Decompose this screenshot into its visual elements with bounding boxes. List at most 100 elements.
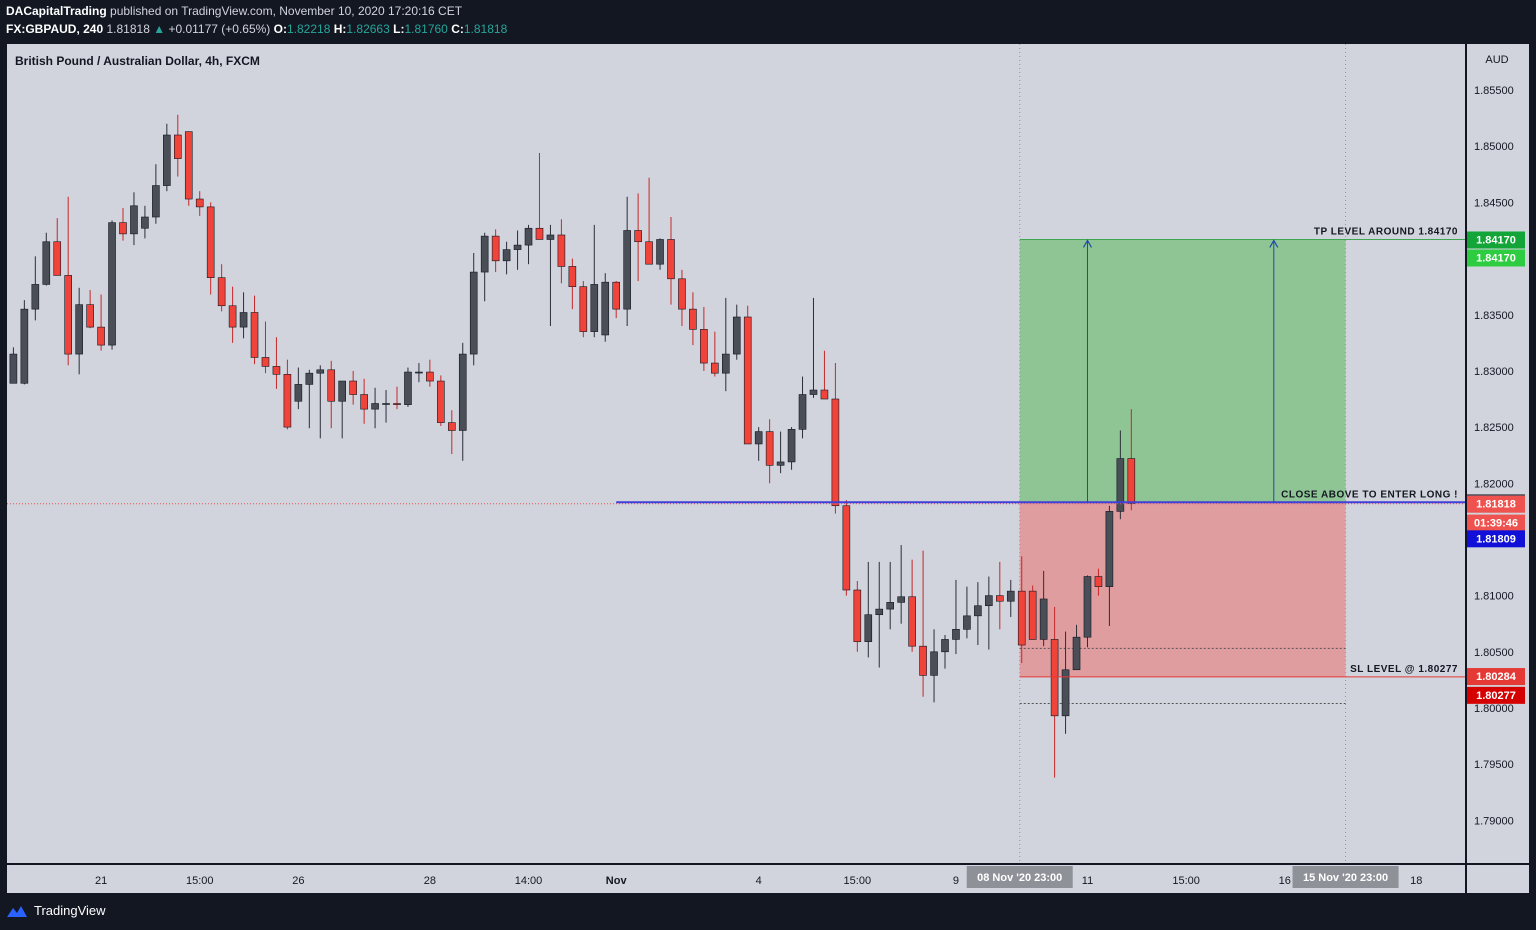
candle-up: [656, 239, 664, 265]
price-badge-bg-5: [1467, 530, 1525, 548]
price-badge-bg-3: [1467, 495, 1525, 513]
candle-down: [557, 234, 566, 267]
candle-up: [886, 602, 895, 610]
x-tick-label: 16: [1279, 875, 1291, 887]
candle-up: [963, 615, 971, 630]
target-arrowhead-icon: [1082, 239, 1093, 248]
candle-up: [239, 312, 248, 328]
candle-up: [754, 431, 763, 445]
price-badge-bg-7: [1467, 686, 1525, 704]
axis-corner: [1467, 865, 1529, 893]
candle-up: [1116, 458, 1125, 512]
y-tick-label: 1.80000: [1474, 703, 1514, 715]
candle-down: [700, 329, 708, 364]
candle-up: [623, 230, 631, 310]
candle-up: [601, 281, 610, 336]
low-value: 1.81760: [404, 22, 448, 36]
candle-up: [141, 216, 149, 229]
published-text: published on TradingView.com, November 1…: [110, 4, 463, 18]
date-range-badge-0: 08 Nov '20 23:00: [977, 872, 1062, 884]
candle-down: [228, 305, 237, 328]
candle-down: [568, 266, 577, 287]
price-axis-background[interactable]: [1467, 44, 1529, 863]
candle-up: [316, 369, 325, 374]
candle-up: [75, 304, 83, 355]
candle-up: [809, 389, 818, 395]
candle-up: [952, 629, 960, 640]
candle-down: [820, 389, 829, 400]
candle-up: [108, 222, 116, 346]
price-badge-3: 1.81818: [1476, 499, 1516, 511]
candle-up: [480, 235, 489, 273]
price-badge-1: 1.84170: [1476, 252, 1516, 264]
candle-down: [327, 369, 336, 402]
change-value: +0.01177 (+0.65%): [168, 22, 271, 36]
candle-down: [360, 394, 368, 410]
x-tick-label: 21: [95, 875, 107, 887]
candle-down: [447, 422, 456, 431]
candle-down: [842, 505, 851, 591]
candle-up: [130, 205, 138, 235]
candle-up: [415, 371, 423, 374]
candle-down: [86, 304, 94, 328]
candle-down: [283, 373, 292, 428]
price-badge-bg-6: [1467, 668, 1525, 686]
publisher-name[interactable]: DACapitalTrading: [6, 4, 107, 18]
candle-down: [349, 380, 357, 395]
candle-down: [1127, 458, 1136, 504]
y-tick-label: 1.83000: [1474, 366, 1514, 378]
date-range-badge-bg-1: [1292, 866, 1399, 888]
profit-zone: [1019, 239, 1346, 503]
candle-up: [864, 614, 873, 642]
candle-down: [174, 134, 182, 159]
candle-up: [31, 284, 40, 310]
y-tick-label: 1.84500: [1474, 197, 1514, 209]
candle-up: [1083, 576, 1092, 638]
high-label: H:: [333, 22, 347, 36]
footer-brand[interactable]: TradingView: [6, 903, 106, 918]
candle-up: [1105, 511, 1114, 587]
price-badge-6: 1.80284: [1476, 671, 1517, 683]
x-tick-label: 4: [756, 875, 762, 887]
candle-up: [798, 394, 807, 430]
candle-down: [1028, 590, 1037, 640]
candle-up: [1039, 598, 1048, 640]
x-tick-label: 15:00: [1172, 875, 1200, 887]
x-tick-label: 18: [1410, 875, 1422, 887]
candle-down: [678, 278, 686, 310]
candle-down: [995, 595, 1004, 602]
candle-up: [152, 185, 160, 218]
candle-up: [502, 249, 511, 262]
level-label-2: SL LEVEL @ 1.80277: [1350, 664, 1458, 675]
candle-down: [261, 357, 270, 367]
y-tick-label: 1.79000: [1474, 815, 1514, 827]
candle-up: [546, 234, 555, 240]
y-tick-label: 1.85000: [1474, 141, 1514, 153]
candle-down: [1017, 590, 1026, 646]
candle-up: [985, 595, 993, 607]
candle-down: [634, 230, 642, 243]
candle-down: [711, 362, 719, 374]
candle-up: [338, 380, 347, 402]
y-tick-label: 1.82500: [1474, 422, 1514, 434]
candle-up: [1006, 590, 1015, 602]
candle-down: [97, 326, 105, 346]
candle-up: [469, 271, 478, 355]
brand-text: TradingView: [34, 903, 106, 918]
candle-down: [393, 403, 401, 405]
candle-up: [930, 651, 938, 676]
candle-down: [612, 281, 621, 310]
price-badge-7: 1.80277: [1476, 690, 1516, 702]
candle-down: [272, 366, 281, 375]
candle-down: [64, 275, 72, 355]
y-tick-label: 1.82000: [1474, 478, 1514, 490]
level-label-0: CLOSE ABOVE TO ENTER LONG !: [1281, 489, 1458, 500]
candle-down: [184, 131, 193, 200]
symbol-label: FX:GBPAUD, 240: [6, 22, 104, 36]
price-chart[interactable]: British Pound / Australian Dollar, 4h, F…: [0, 0, 1536, 900]
candle-down: [645, 241, 653, 265]
candle-up: [20, 308, 29, 384]
currency-label: AUD: [1485, 54, 1508, 66]
time-axis-background[interactable]: [7, 865, 1465, 893]
x-tick-label: 15:00: [844, 875, 872, 887]
